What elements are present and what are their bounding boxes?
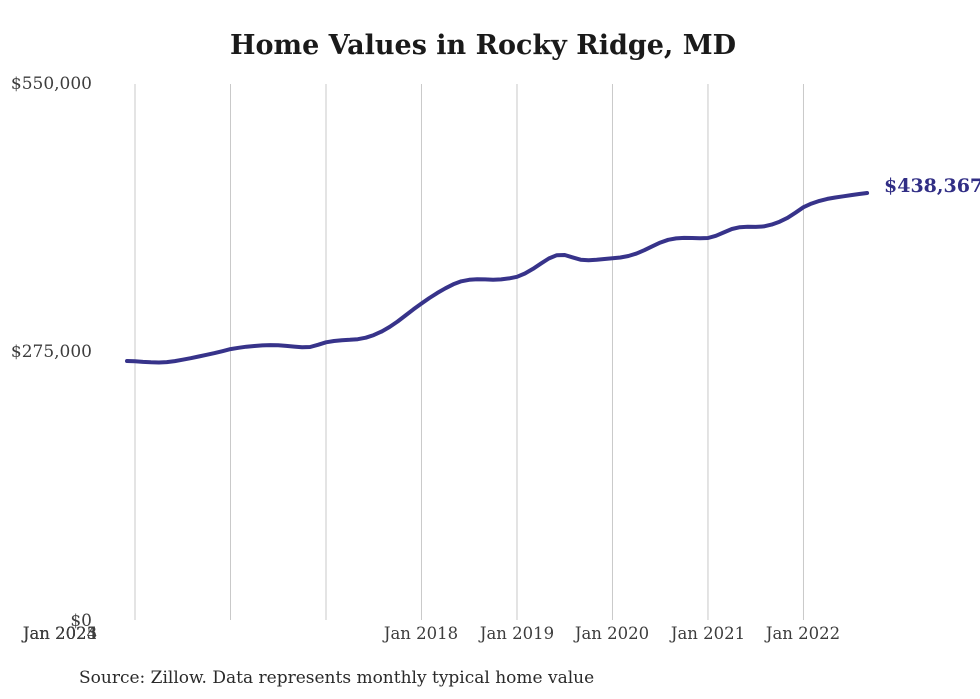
y-axis-tick-label: $0	[70, 611, 92, 631]
x-axis-tick-label: Jan 2025	[22, 624, 98, 643]
x-axis-tick-label: Jan 2018	[383, 624, 459, 643]
x-axis-tick-label: Jan 2019	[479, 624, 555, 643]
source-note: Source: Zillow. Data represents monthly …	[79, 668, 595, 688]
x-axis-tick-label: Jan 2022	[765, 624, 841, 643]
y-axis-tick-label: $275,000	[10, 342, 92, 362]
x-axis-tick-label: Jan 2021	[670, 624, 746, 643]
latest-value-label: $438,367	[884, 175, 980, 197]
chart-title: Home Values in Rocky Ridge, MD	[230, 30, 736, 61]
x-axis-tick-label: Jan 2024	[22, 624, 98, 643]
x-axis-tick-label: Jan 2023	[22, 624, 98, 643]
y-axis-tick-label: $550,000	[10, 74, 92, 94]
x-axis-tick-label: Jan 2020	[574, 624, 650, 643]
